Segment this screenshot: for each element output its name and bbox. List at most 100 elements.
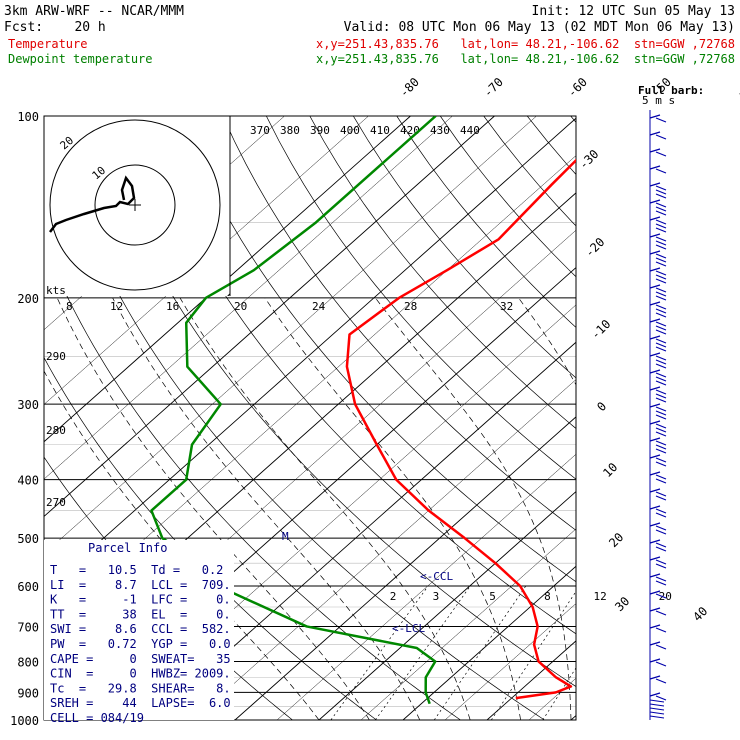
wind-barb-flag — [655, 393, 667, 399]
wind-barb-flag — [655, 423, 667, 429]
wind-barb-shaft — [649, 301, 661, 306]
wind-barb-flag — [655, 461, 667, 467]
model-title: 3km ARW-WRF -- NCAR/MMM — [4, 4, 184, 19]
wind-barb — [649, 437, 667, 454]
moist-adiabat-line — [375, 297, 572, 720]
wind-barb — [649, 114, 667, 123]
dry-adiabat-line — [701, 116, 740, 720]
wind-barb — [649, 131, 667, 140]
wind-barb-shaft — [649, 352, 661, 357]
wind-barb-flag — [655, 610, 667, 616]
isotherm-label: -80 — [397, 75, 422, 100]
wind-barb-flag — [655, 580, 667, 586]
isotherm-label: 20 — [606, 530, 626, 550]
theta-label: 270 — [46, 496, 66, 509]
wind-barb — [649, 607, 667, 616]
pressure-label: 300 — [17, 398, 39, 412]
wind-barb — [649, 250, 667, 267]
wind-barb-shaft — [649, 437, 661, 442]
lcl-marker: <-LCL — [392, 622, 425, 635]
mixing-ratio-label: 2 — [390, 590, 397, 603]
isotherm-label: 30 — [612, 594, 632, 614]
wind-barb-flag — [655, 185, 667, 191]
wind-barb-flag — [655, 525, 667, 531]
hodo-speed-label: 32 — [500, 300, 513, 313]
mixing-ratio-line — [375, 585, 471, 720]
wind-barb — [649, 335, 667, 352]
wind-barb-shaft — [649, 556, 661, 561]
isotherm-minor-line — [613, 116, 740, 720]
wind-barb-flag — [655, 151, 667, 157]
isotherm-line — [486, 640, 576, 720]
isotherm-line — [150, 341, 576, 720]
hodo-speed-label: 12 — [110, 300, 123, 313]
wind-barb — [649, 352, 667, 369]
isotherm-line — [570, 714, 576, 720]
pressure-label: 400 — [17, 474, 39, 488]
dry-adiabat-line — [266, 116, 576, 480]
wind-barb — [649, 539, 667, 552]
moist-adiabat-line — [56, 297, 370, 720]
wind-barb-flag — [655, 542, 667, 548]
wind-barb-shaft — [649, 471, 661, 476]
wind-barb-flag — [655, 478, 667, 484]
parcel-info-row: T = 10.5 Td = 0.2 — [50, 563, 223, 577]
isotherm-line — [44, 117, 576, 592]
wind-barb-shaft — [649, 539, 661, 544]
wind-barb — [649, 148, 667, 157]
dry-adiabat-line — [309, 116, 576, 429]
wind-barb-low — [649, 699, 665, 703]
wind-barb — [649, 471, 667, 484]
wind-barb — [649, 658, 667, 667]
wind-barb — [649, 216, 667, 233]
wind-barb-flag — [655, 168, 667, 174]
wind-barb — [649, 505, 667, 518]
wind-barb-flag — [655, 227, 667, 233]
isotherm-minor-line — [360, 528, 576, 720]
init-time: Init: 12 UTC Sun 05 May 13 — [532, 4, 736, 19]
wind-barb — [649, 267, 667, 284]
dry-adiabat-line — [658, 116, 740, 720]
dewpoint-profile-line — [150, 116, 437, 705]
hodo-speed-label: 8 — [66, 300, 73, 313]
pressure-label: 100 — [17, 110, 39, 124]
isotherm-minor-line — [44, 116, 537, 555]
wind-barb-flag — [655, 474, 667, 480]
theta-label: 410 — [370, 124, 390, 137]
wind-barb-flag — [655, 444, 667, 450]
wind-barb-flag — [655, 193, 667, 199]
wind-barb-shaft — [649, 369, 661, 374]
wind-barb-flag — [655, 253, 667, 259]
pressure-label: 600 — [17, 580, 39, 594]
wind-barb-flag — [655, 457, 667, 463]
wind-barb-flag — [655, 278, 667, 284]
theta-label: 420 — [400, 124, 420, 137]
dry-adiabat-line — [483, 116, 576, 227]
dry-adiabat-line — [92, 116, 576, 688]
ccl-marker: <-CCL — [420, 570, 453, 583]
wind-barb — [649, 403, 667, 420]
full-barb-value: 5 m s — [642, 94, 675, 107]
wind-barb-flag — [655, 261, 667, 267]
wind-barb-flag — [655, 329, 667, 335]
parcel-info-row: LI = 8.7 LCL = 709. — [50, 578, 231, 592]
wind-barb-flag — [655, 376, 667, 382]
wind-barb — [649, 233, 667, 250]
wind-barb-low — [649, 711, 665, 715]
wind-barb-shaft — [649, 522, 661, 527]
pressure-label: 500 — [17, 532, 39, 546]
wind-barb-shaft — [649, 590, 661, 595]
wind-barb-flag — [655, 202, 667, 208]
moist-adiabat-line — [672, 298, 703, 720]
isotherm-line — [655, 116, 740, 720]
wind-barb — [649, 386, 667, 403]
wind-barb-flag — [655, 431, 667, 437]
dry-adiabat-line — [179, 116, 576, 583]
wind-barb — [649, 165, 667, 174]
parcel-info-row: CELL = 084/19 — [50, 711, 144, 725]
wind-barb-flag — [655, 189, 667, 195]
wind-barb-flag — [655, 223, 667, 229]
wind-barb-shaft — [649, 148, 661, 153]
isotherm-label: -10 — [588, 317, 613, 342]
theta-label: 290 — [46, 350, 66, 363]
